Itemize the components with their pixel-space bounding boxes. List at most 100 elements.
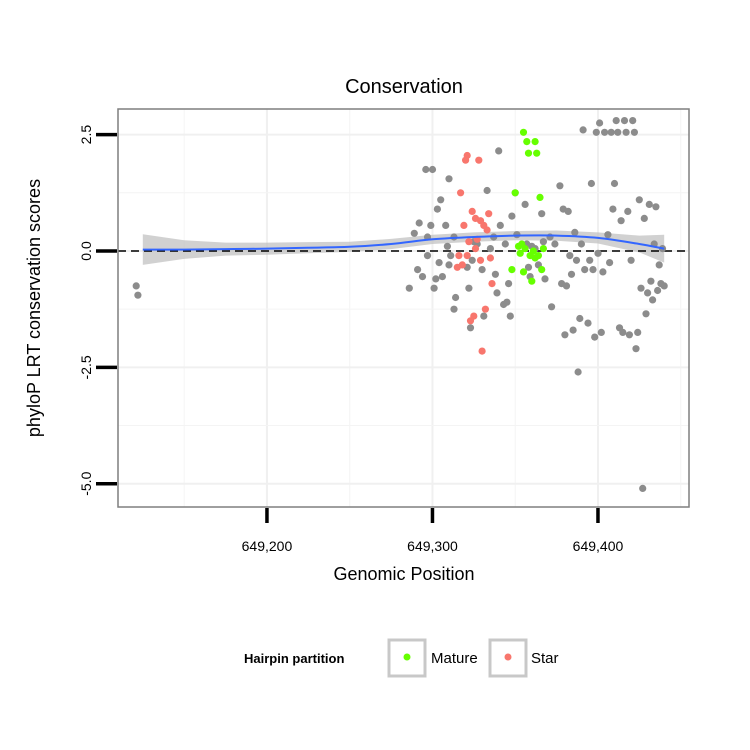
point-other: [466, 324, 475, 332]
point-mature: [524, 149, 533, 157]
point-other: [428, 165, 437, 174]
points-other: [132, 117, 668, 492]
point-other: [445, 175, 453, 183]
point-other: [538, 210, 546, 218]
x-axis-label: Genomic Position: [333, 564, 474, 584]
point-other: [410, 229, 418, 237]
point-other: [415, 219, 423, 227]
point-mature: [536, 193, 544, 201]
point-other: [614, 128, 622, 136]
point-other: [640, 214, 648, 222]
point-star: [468, 207, 476, 215]
point-other: [503, 298, 511, 306]
point-other: [660, 282, 668, 290]
point-other: [478, 266, 486, 274]
point-other: [443, 242, 451, 250]
point-other: [609, 205, 617, 213]
point-other: [627, 256, 635, 264]
point-star: [463, 151, 471, 160]
point-other: [607, 128, 615, 136]
point-star: [475, 156, 483, 164]
point-mature: [529, 247, 538, 255]
point-star: [471, 245, 480, 253]
point-mature: [528, 277, 536, 285]
point-mature: [523, 138, 531, 146]
point-star: [465, 238, 473, 246]
point-other: [606, 259, 614, 267]
point-other: [433, 205, 441, 213]
point-other: [610, 179, 619, 188]
point-other: [652, 203, 660, 211]
y-axis-ticks: -5.0 -2.5 0.0 2.5: [78, 125, 117, 496]
point-mature: [511, 189, 519, 197]
y-tick-label: -5.0: [78, 471, 94, 495]
point-other: [647, 277, 655, 285]
point-other: [450, 305, 458, 313]
x-tick-label: 649,200: [242, 538, 293, 554]
point-other: [495, 147, 503, 155]
point-other: [579, 126, 587, 134]
legend-marker-star: [504, 653, 512, 661]
point-other: [629, 117, 637, 125]
point-other: [619, 328, 627, 336]
point-other: [639, 484, 647, 492]
smooth-line: [142, 234, 665, 251]
point-star: [463, 252, 471, 260]
point-other: [612, 117, 620, 125]
point-other: [635, 196, 643, 204]
point-other: [642, 310, 650, 318]
point-other: [591, 333, 599, 341]
point-other: [437, 196, 445, 204]
point-mature: [519, 268, 528, 276]
point-star: [476, 256, 485, 264]
point-other: [548, 303, 556, 311]
point-other: [617, 217, 625, 225]
y-axis-label: phyloP LRT conservation scores: [24, 179, 44, 437]
point-other: [571, 228, 579, 236]
point-mature: [508, 266, 516, 274]
point-other: [438, 273, 446, 281]
point-other: [452, 293, 460, 302]
point-star: [486, 254, 494, 262]
point-other: [414, 266, 422, 274]
point-mature: [534, 252, 543, 260]
point-other: [584, 319, 592, 327]
point-other: [599, 268, 607, 276]
point-star: [455, 252, 463, 260]
point-other: [587, 179, 596, 188]
point-star: [485, 210, 493, 218]
y-tick-label: 2.5: [78, 125, 94, 145]
confidence-band: [142, 230, 665, 265]
point-other: [569, 326, 577, 334]
point-other: [132, 282, 140, 290]
point-other: [432, 275, 440, 283]
point-mature: [538, 266, 546, 274]
point-other: [483, 186, 491, 195]
point-other: [445, 261, 453, 269]
point-other: [447, 252, 455, 260]
point-other: [594, 249, 602, 257]
point-other: [491, 270, 499, 278]
point-other: [496, 221, 504, 229]
chart-title: Conservation: [345, 76, 463, 98]
point-other: [134, 291, 142, 299]
point-other: [556, 182, 564, 190]
point-other: [541, 275, 549, 283]
point-other: [637, 284, 645, 292]
point-other: [427, 221, 435, 229]
point-other: [508, 212, 516, 220]
point-other: [622, 128, 630, 136]
point-other: [561, 331, 569, 339]
point-mature: [516, 249, 524, 257]
legend-label-mature: Mature: [431, 650, 478, 667]
confidence-band-area: [142, 230, 665, 265]
point-other: [589, 266, 597, 274]
point-other: [574, 368, 582, 376]
point-other: [655, 261, 663, 269]
point-other: [418, 273, 427, 281]
legend-label-star: Star: [531, 650, 559, 667]
point-other: [501, 240, 509, 248]
point-star: [458, 261, 466, 269]
